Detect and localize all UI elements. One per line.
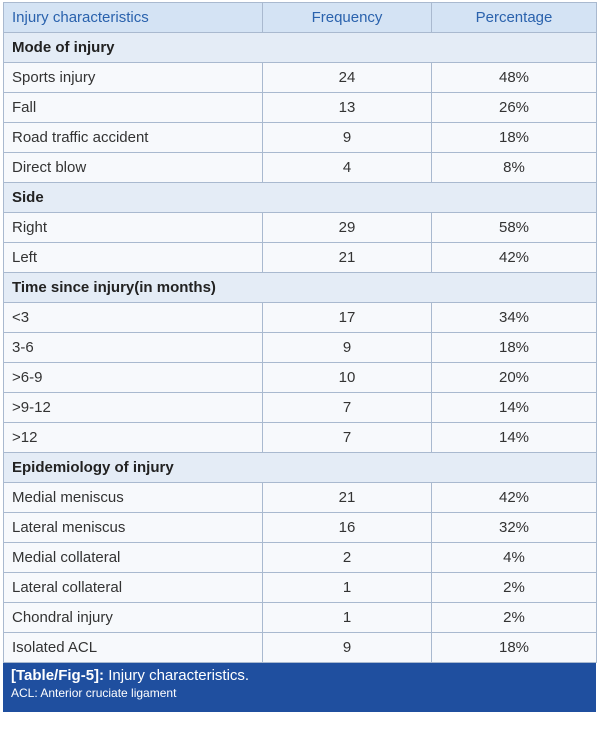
percentage-cell: 42% <box>431 482 597 513</box>
data-row: Chondral injury 1 2% <box>3 602 597 633</box>
section-title: Epidemiology of injury <box>3 452 597 483</box>
row-label: >6-9 <box>3 362 263 393</box>
frequency-cell: 2 <box>262 542 432 573</box>
row-label: Medial meniscus <box>3 482 263 513</box>
data-row: Isolated ACL 9 18% <box>3 632 597 663</box>
section-row: Time since injury(in months) <box>3 272 597 303</box>
row-label: Lateral meniscus <box>3 512 263 543</box>
percentage-cell: 2% <box>431 572 597 603</box>
row-label: <3 <box>3 302 263 333</box>
percentage-cell: 18% <box>431 122 597 153</box>
header-cell: Injury characteristics <box>3 2 263 33</box>
frequency-cell: 7 <box>262 422 432 453</box>
table-figure: Injury characteristics Frequency Percent… <box>3 2 597 712</box>
data-row: Medial collateral 2 4% <box>3 542 597 573</box>
section-title: Time since injury(in months) <box>3 272 597 303</box>
frequency-cell: 9 <box>262 332 432 363</box>
data-row: >12 7 14% <box>3 422 597 453</box>
data-row: Fall 13 26% <box>3 92 597 123</box>
header-cell: Percentage <box>431 2 597 33</box>
caption-text: Injury characteristics. <box>108 667 250 684</box>
percentage-cell: 34% <box>431 302 597 333</box>
percentage-cell: 4% <box>431 542 597 573</box>
frequency-cell: 13 <box>262 92 432 123</box>
data-row: Lateral collateral 1 2% <box>3 572 597 603</box>
header-row: Injury characteristics Frequency Percent… <box>3 2 597 33</box>
percentage-cell: 58% <box>431 212 597 243</box>
table: Injury characteristics Frequency Percent… <box>3 2 597 663</box>
frequency-cell: 4 <box>262 152 432 183</box>
data-row: 3-6 9 18% <box>3 332 597 363</box>
data-row: <3 17 34% <box>3 302 597 333</box>
row-label: 3-6 <box>3 332 263 363</box>
section-row: Mode of injury <box>3 32 597 63</box>
row-label: Chondral injury <box>3 602 263 633</box>
row-label: Right <box>3 212 263 243</box>
data-row: >9-12 7 14% <box>3 392 597 423</box>
table-body: Injury characteristics Frequency Percent… <box>3 2 597 663</box>
data-row: Right 29 58% <box>3 212 597 243</box>
percentage-cell: 32% <box>431 512 597 543</box>
frequency-cell: 10 <box>262 362 432 393</box>
data-row: Road traffic accident 9 18% <box>3 122 597 153</box>
percentage-cell: 42% <box>431 242 597 273</box>
caption-line: [Table/Fig-5]: Injury characteristics. <box>11 667 588 684</box>
frequency-cell: 24 <box>262 62 432 93</box>
row-label: Direct blow <box>3 152 263 183</box>
header-cell: Frequency <box>262 2 432 33</box>
data-row: Medial meniscus 21 42% <box>3 482 597 513</box>
caption-label: [Table/Fig-5]: <box>11 667 105 684</box>
frequency-cell: 17 <box>262 302 432 333</box>
frequency-cell: 1 <box>262 572 432 603</box>
caption-note: ACL: Anterior cruciate ligament <box>11 686 177 700</box>
row-label: >9-12 <box>3 392 263 423</box>
percentage-cell: 14% <box>431 392 597 423</box>
frequency-cell: 1 <box>262 602 432 633</box>
percentage-cell: 18% <box>431 332 597 363</box>
percentage-cell: 2% <box>431 602 597 633</box>
row-label: Isolated ACL <box>3 632 263 663</box>
frequency-cell: 7 <box>262 392 432 423</box>
data-row: Left 21 42% <box>3 242 597 273</box>
percentage-cell: 8% <box>431 152 597 183</box>
row-label: Lateral collateral <box>3 572 263 603</box>
section-title: Side <box>3 182 597 213</box>
data-row: >6-9 10 20% <box>3 362 597 393</box>
row-label: Left <box>3 242 263 273</box>
frequency-cell: 21 <box>262 482 432 513</box>
section-row: Epidemiology of injury <box>3 452 597 483</box>
row-label: Sports injury <box>3 62 263 93</box>
frequency-cell: 29 <box>262 212 432 243</box>
percentage-cell: 14% <box>431 422 597 453</box>
percentage-cell: 48% <box>431 62 597 93</box>
section-title: Mode of injury <box>3 32 597 63</box>
section-row: Side <box>3 182 597 213</box>
percentage-cell: 20% <box>431 362 597 393</box>
percentage-cell: 18% <box>431 632 597 663</box>
frequency-cell: 16 <box>262 512 432 543</box>
caption: [Table/Fig-5]: Injury characteristics. A… <box>3 663 596 712</box>
data-row: Sports injury 24 48% <box>3 62 597 93</box>
row-label: >12 <box>3 422 263 453</box>
row-label: Fall <box>3 92 263 123</box>
percentage-cell: 26% <box>431 92 597 123</box>
frequency-cell: 9 <box>262 632 432 663</box>
frequency-cell: 9 <box>262 122 432 153</box>
data-row: Direct blow 4 8% <box>3 152 597 183</box>
row-label: Medial collateral <box>3 542 263 573</box>
row-label: Road traffic accident <box>3 122 263 153</box>
frequency-cell: 21 <box>262 242 432 273</box>
data-row: Lateral meniscus 16 32% <box>3 512 597 543</box>
